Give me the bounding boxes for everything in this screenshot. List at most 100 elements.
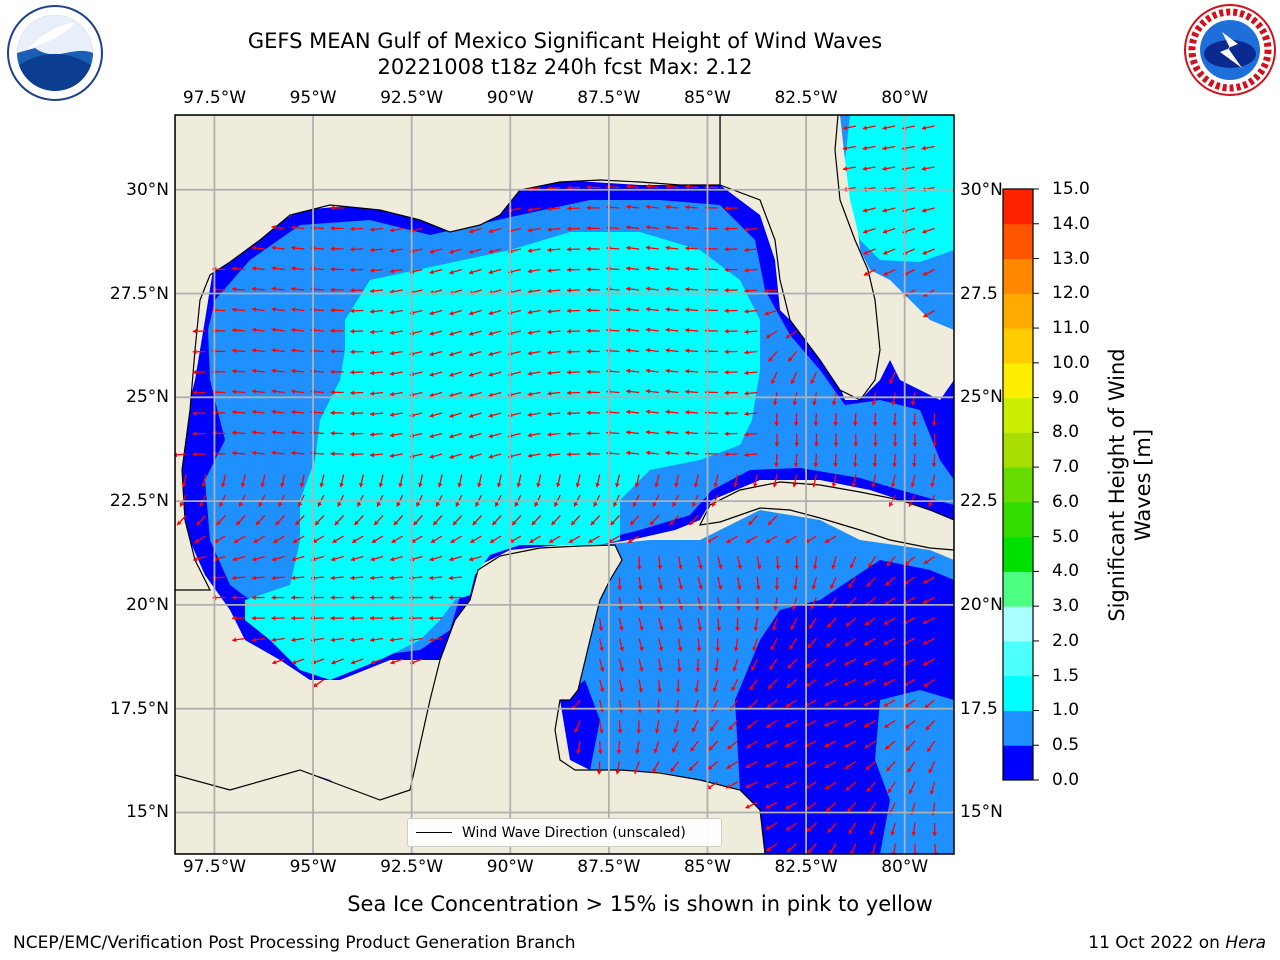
wave-direction-arrow (566, 349, 581, 355)
wave-direction-arrow (922, 637, 935, 645)
noaa-logo (7, 5, 103, 101)
wave-direction-arrow (547, 247, 561, 253)
wave-direction-arrow (833, 433, 839, 447)
wave-direction-arrow (449, 412, 462, 418)
wave-direction-arrow (251, 286, 265, 292)
wave-direction-arrow (291, 658, 305, 665)
wave-direction-arrow (271, 575, 285, 581)
wave-direction-arrow (695, 658, 701, 673)
wave-direction-arrow (638, 679, 644, 693)
wave-direction-arrow (610, 515, 620, 526)
wave-direction-arrow (805, 658, 817, 668)
colorbar-segment (1003, 710, 1033, 746)
lon-tick-bottom: 90°W (486, 857, 534, 877)
wave-direction-arrow (370, 658, 384, 665)
wave-direction-arrow (370, 411, 384, 417)
wave-direction-arrow (468, 248, 482, 254)
wave-direction-arrow (192, 369, 206, 375)
wave-direction-arrow (658, 638, 664, 652)
wave-direction-arrow (853, 433, 859, 447)
wave-direction-arrow (665, 245, 679, 251)
wave-direction-arrow (491, 515, 502, 526)
wave-direction-arrow (697, 617, 703, 631)
wave-direction-arrow (350, 287, 364, 293)
wave-direction-arrow (921, 145, 935, 151)
wave-direction-arrow (201, 474, 207, 488)
wave-direction-arrow (597, 740, 603, 755)
lat-tick-left: 20°N (126, 594, 169, 615)
wave-direction-arrow (330, 637, 344, 643)
wave-direction-arrow (923, 309, 935, 318)
wave-direction-arrow (848, 822, 857, 835)
wave-direction-arrow (724, 431, 738, 437)
wave-direction-arrow (824, 699, 837, 707)
wave-direction-arrow (232, 637, 246, 643)
wave-direction-arrow (910, 392, 916, 406)
wave-direction-arrow (547, 411, 561, 417)
wave-direction-arrow (626, 307, 640, 312)
wave-direction-arrow (785, 801, 798, 810)
wave-direction-arrow (330, 307, 344, 313)
wave-direction-arrow (291, 225, 305, 230)
wave-direction-arrow (599, 658, 605, 672)
wave-direction-arrow (690, 740, 699, 752)
wave-direction-arrow (468, 330, 482, 336)
wave-direction-arrow (866, 576, 876, 588)
map-subtitle: 20221008 t18z 240h fcst Max: 2.12 (377, 55, 753, 79)
wave-direction-arrow (429, 453, 443, 459)
wave-direction-arrow (618, 679, 624, 693)
wave-direction-arrow (253, 535, 266, 544)
wave-direction-arrow (626, 204, 640, 210)
colorbar-tick-label: 14.0 (1052, 213, 1090, 234)
colorbar-tick-label: 5.0 (1052, 526, 1080, 547)
wave-direction-arrow (389, 391, 403, 397)
wave-direction-arrow (350, 451, 364, 457)
wave-direction-arrow (626, 430, 640, 435)
wave-direction-arrow (330, 451, 344, 457)
lon-tick-top: 92.5°W (380, 88, 444, 108)
wave-direction-arrow (271, 368, 285, 374)
wave-direction-arrow (908, 781, 916, 795)
wave-direction-arrow (232, 389, 246, 395)
wave-direction-arrow (674, 474, 680, 488)
wave-direction-arrow (566, 287, 581, 293)
wave-direction-arrow (334, 515, 345, 526)
wave-direction-arrow (291, 327, 305, 333)
wave-direction-arrow (921, 166, 935, 172)
wave-direction-arrow (685, 430, 699, 436)
wave-direction-arrow (636, 720, 642, 734)
wave-direction-arrow (869, 822, 877, 836)
wave-direction-arrow (429, 350, 443, 357)
wave-direction-arrow (432, 515, 443, 526)
lon-tick-bottom: 92.5°W (380, 857, 444, 877)
wave-direction-arrow (645, 368, 659, 374)
wave-direction-arrow (511, 515, 522, 526)
wave-direction-arrow (472, 515, 482, 526)
wave-direction-arrow (488, 412, 502, 418)
colorbar-tick-label: 0.5 (1052, 735, 1080, 756)
wave-direction-arrow (794, 556, 800, 570)
wave-direction-arrow (736, 597, 741, 611)
wave-direction-arrow (468, 268, 482, 275)
wave-direction-arrow (866, 781, 876, 793)
colorbar-segment (1003, 571, 1033, 607)
wave-direction-arrow (825, 802, 837, 812)
wave-direction-arrow (437, 474, 443, 488)
colorbar-segment (1003, 606, 1033, 642)
wave-direction-arrow (677, 617, 684, 631)
wave-direction-arrow (645, 450, 659, 456)
wave-direction-arrow (884, 576, 896, 586)
wave-direction-arrow (547, 329, 561, 335)
atlantic-band-high (845, 115, 954, 262)
wave-direction-arrow (370, 329, 384, 335)
wave-direction-arrow (527, 207, 541, 212)
wave-direction-arrow (468, 309, 482, 316)
colorbar-tick-label: 6.0 (1052, 491, 1080, 512)
wave-direction-arrow (271, 595, 285, 600)
wave-direction-arrow (685, 348, 699, 354)
map-frame (174, 114, 955, 855)
lon-tick-top: 97.5°W (182, 88, 247, 108)
wave-direction-arrow (221, 474, 227, 488)
wave-direction-arrow (586, 410, 600, 416)
